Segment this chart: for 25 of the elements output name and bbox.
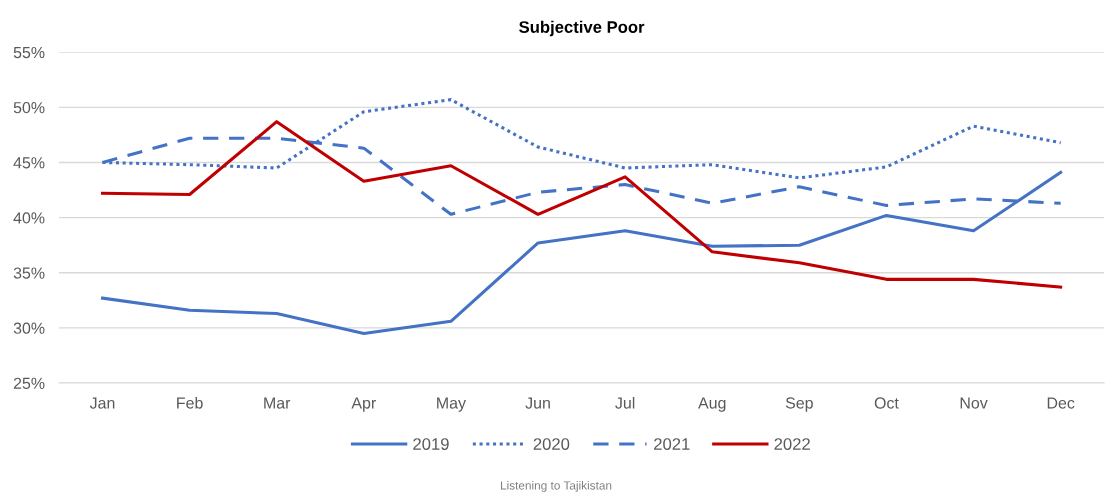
x-tick-label: Jun	[525, 397, 550, 409]
y-tick-label: 30%	[13, 322, 45, 334]
x-tick-label: Sep	[785, 397, 813, 412]
x-tick-label: Oct	[874, 397, 899, 409]
legend-label: 2021	[654, 438, 690, 450]
text: Listening to Tajikistan	[500, 480, 612, 492]
x-tick-label: Apr	[351, 397, 376, 412]
y-tick-label: 25%	[13, 377, 45, 389]
y-tick-label: 35%	[13, 267, 45, 279]
y-tick-label: 45%	[13, 157, 45, 169]
x-tick-label: Dec	[1047, 397, 1075, 409]
x-tick-label: May	[437, 397, 466, 412]
x-tick-label: Jul	[615, 396, 635, 409]
legend-label: 2020	[533, 438, 570, 450]
legend-label: 2022	[774, 438, 810, 450]
y-tick-label: 55%	[13, 46, 45, 59]
x-tick-label: Feb	[177, 396, 203, 409]
x-tick-label: Aug	[698, 397, 726, 412]
y-tick-label: 50%	[13, 101, 45, 114]
x-tick-label: Jan	[89, 397, 115, 409]
x-tick-label: Nov	[960, 397, 988, 409]
legend-label: 2019	[413, 438, 449, 450]
y-tick-label: 40%	[13, 212, 45, 224]
chart-title: Subjective Poor	[519, 20, 645, 37]
x-tick-label: Mar	[264, 397, 291, 409]
